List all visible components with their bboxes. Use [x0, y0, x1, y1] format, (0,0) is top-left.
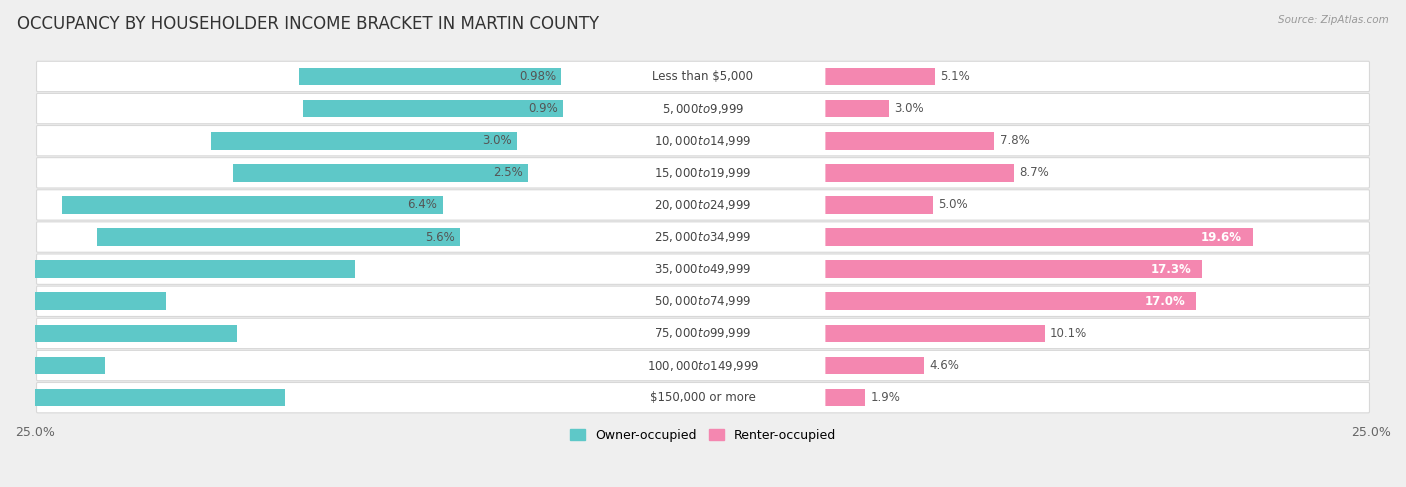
- Bar: [824, 68, 935, 85]
- Text: 1.9%: 1.9%: [870, 391, 900, 404]
- Bar: [824, 356, 924, 375]
- Bar: [0, 325, 236, 342]
- Text: 2.5%: 2.5%: [494, 167, 523, 179]
- Bar: [824, 132, 994, 150]
- FancyBboxPatch shape: [37, 94, 1369, 124]
- FancyBboxPatch shape: [581, 65, 825, 88]
- Text: 21.8%: 21.8%: [115, 359, 156, 372]
- Bar: [0, 389, 285, 407]
- Bar: [824, 228, 1253, 246]
- Text: $50,000 to $74,999: $50,000 to $74,999: [654, 294, 752, 308]
- Text: 3.0%: 3.0%: [482, 134, 512, 147]
- Text: 10.1%: 10.1%: [1050, 327, 1087, 340]
- Text: OCCUPANCY BY HOUSEHOLDER INCOME BRACKET IN MARTIN COUNTY: OCCUPANCY BY HOUSEHOLDER INCOME BRACKET …: [17, 15, 599, 33]
- Text: Source: ZipAtlas.com: Source: ZipAtlas.com: [1278, 15, 1389, 25]
- Bar: [824, 325, 1045, 342]
- Text: $5,000 to $9,999: $5,000 to $9,999: [662, 102, 744, 115]
- Text: $25,000 to $34,999: $25,000 to $34,999: [654, 230, 752, 244]
- Bar: [824, 261, 1202, 278]
- Text: $150,000 or more: $150,000 or more: [650, 391, 756, 404]
- FancyBboxPatch shape: [37, 158, 1369, 188]
- Bar: [0, 356, 105, 375]
- Text: 6.4%: 6.4%: [408, 198, 437, 211]
- Text: 8.7%: 8.7%: [1019, 167, 1049, 179]
- FancyBboxPatch shape: [37, 254, 1369, 284]
- Text: 3.0%: 3.0%: [894, 102, 924, 115]
- FancyBboxPatch shape: [37, 286, 1369, 317]
- FancyBboxPatch shape: [581, 322, 825, 345]
- Text: $35,000 to $49,999: $35,000 to $49,999: [654, 262, 752, 276]
- Text: $10,000 to $14,999: $10,000 to $14,999: [654, 134, 752, 148]
- FancyBboxPatch shape: [37, 222, 1369, 252]
- Text: 17.3%: 17.3%: [1152, 262, 1192, 276]
- FancyBboxPatch shape: [581, 97, 825, 120]
- Bar: [824, 293, 1195, 310]
- FancyBboxPatch shape: [581, 225, 825, 248]
- Bar: [824, 389, 865, 407]
- FancyBboxPatch shape: [37, 190, 1369, 220]
- Text: 0.98%: 0.98%: [519, 70, 555, 83]
- Text: Less than $5,000: Less than $5,000: [652, 70, 754, 83]
- Legend: Owner-occupied, Renter-occupied: Owner-occupied, Renter-occupied: [565, 424, 841, 447]
- Text: 7.8%: 7.8%: [1000, 134, 1029, 147]
- Text: 0.9%: 0.9%: [527, 102, 558, 115]
- FancyBboxPatch shape: [37, 126, 1369, 156]
- Bar: [0, 293, 166, 310]
- FancyBboxPatch shape: [37, 350, 1369, 381]
- Text: 19.0%: 19.0%: [177, 295, 218, 308]
- Bar: [299, 68, 561, 85]
- FancyBboxPatch shape: [581, 290, 825, 313]
- FancyBboxPatch shape: [37, 382, 1369, 413]
- FancyBboxPatch shape: [581, 161, 825, 184]
- Bar: [0, 261, 354, 278]
- Bar: [211, 132, 517, 150]
- FancyBboxPatch shape: [581, 386, 825, 409]
- FancyBboxPatch shape: [581, 193, 825, 216]
- Bar: [62, 196, 443, 214]
- Bar: [824, 164, 1014, 182]
- Text: 5.0%: 5.0%: [938, 198, 967, 211]
- Text: 5.1%: 5.1%: [941, 70, 970, 83]
- FancyBboxPatch shape: [37, 61, 1369, 92]
- Text: 5.6%: 5.6%: [425, 230, 454, 244]
- FancyBboxPatch shape: [581, 354, 825, 377]
- Bar: [232, 164, 529, 182]
- Text: 17.0%: 17.0%: [1144, 295, 1185, 308]
- Bar: [302, 100, 562, 117]
- FancyBboxPatch shape: [37, 318, 1369, 349]
- Text: 13.6%: 13.6%: [295, 391, 336, 404]
- Text: $100,000 to $149,999: $100,000 to $149,999: [647, 358, 759, 373]
- Text: 15.8%: 15.8%: [247, 327, 288, 340]
- FancyBboxPatch shape: [581, 258, 825, 281]
- Bar: [824, 196, 932, 214]
- Bar: [824, 100, 889, 117]
- Text: 4.6%: 4.6%: [929, 359, 959, 372]
- Text: $75,000 to $99,999: $75,000 to $99,999: [654, 326, 752, 340]
- Text: 10.4%: 10.4%: [366, 262, 406, 276]
- Text: 19.6%: 19.6%: [1201, 230, 1241, 244]
- Text: $20,000 to $24,999: $20,000 to $24,999: [654, 198, 752, 212]
- Text: $15,000 to $19,999: $15,000 to $19,999: [654, 166, 752, 180]
- FancyBboxPatch shape: [581, 129, 825, 152]
- Bar: [97, 228, 460, 246]
